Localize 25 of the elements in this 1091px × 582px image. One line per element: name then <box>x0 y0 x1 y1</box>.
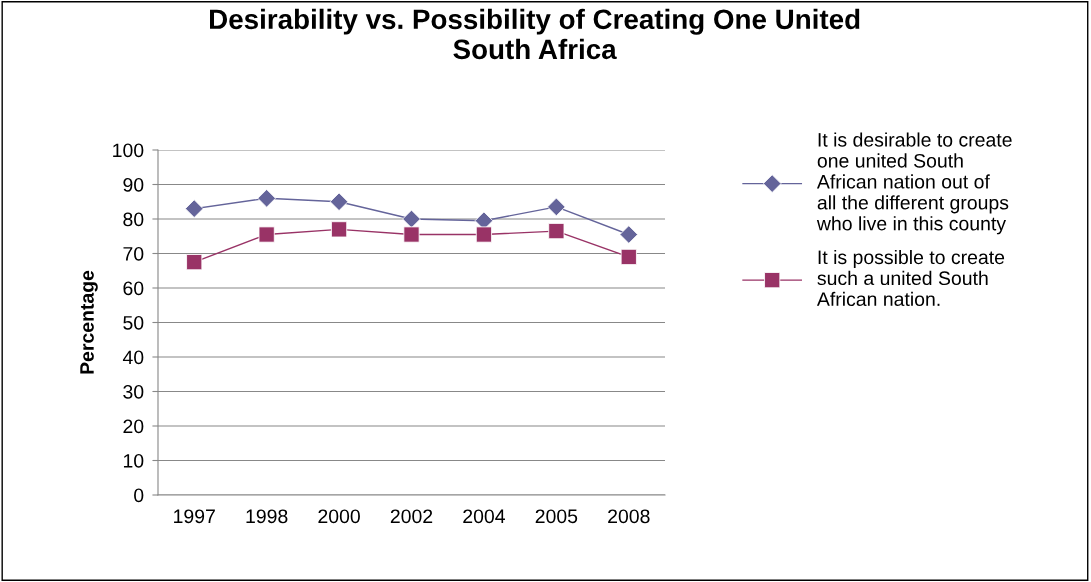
x-tick-label: 2004 <box>463 509 505 524</box>
x-tick-label: 2005 <box>535 509 578 524</box>
point <box>548 223 565 240</box>
y-tick-label: 40 <box>122 350 144 365</box>
y-tick-label: 10 <box>123 453 144 468</box>
y-tick-label: 50 <box>123 315 144 330</box>
legend-label: It is possible to create such a united South African nation. <box>816 249 1005 307</box>
x-tick-label: 2000 <box>318 509 360 524</box>
point <box>475 226 492 243</box>
x-tick-label: 1997 <box>174 509 215 524</box>
y-tick-label: 100 <box>113 143 144 158</box>
y-tick-label: 80 <box>123 212 144 227</box>
x-tick-label: 1998 <box>246 509 288 524</box>
y-tick-label: 30 <box>123 384 144 399</box>
x-tick-label: 2002 <box>390 509 433 524</box>
y-tick-label: 60 <box>123 281 144 296</box>
point <box>619 225 639 244</box>
y-tick-label: 0 <box>134 488 144 503</box>
y-axis-title: Percentage <box>80 270 98 374</box>
chart-title: Desirability vs. Possibility of Creating One United South Africa <box>210 8 860 60</box>
legend-label: It is desirable to create one united South African nation out of all the different groups who live in this county <box>816 132 1012 235</box>
y-tick-label: 70 <box>123 246 144 261</box>
y-tick-label: 90 <box>123 177 144 192</box>
x-tick-label: 2008 <box>608 509 650 524</box>
y-tick-label: 20 <box>123 419 144 434</box>
